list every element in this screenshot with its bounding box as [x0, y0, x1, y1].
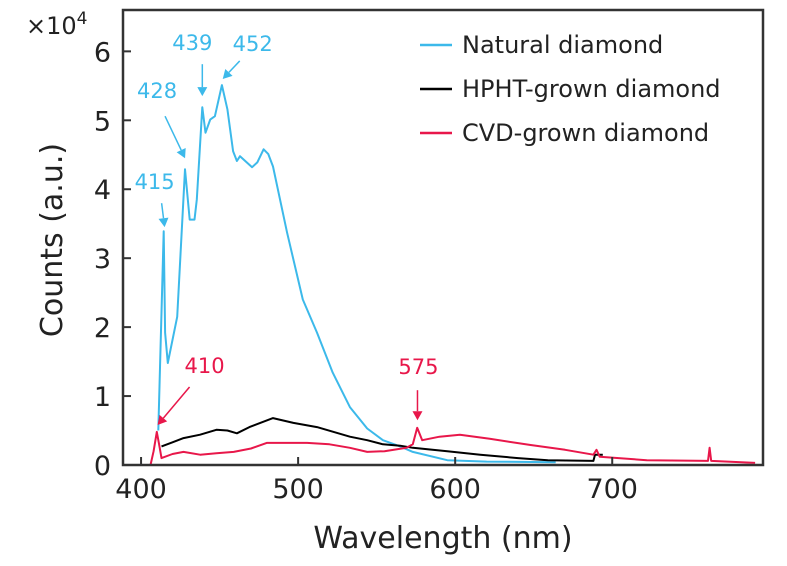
annotation-arrowhead-428 — [176, 147, 186, 159]
plot-frame — [121, 8, 765, 467]
legend-label-1: HPHT-grown diamond — [462, 75, 721, 103]
x-axis-label: Wavelength (nm) — [313, 521, 572, 556]
annotation-arrowhead-410 — [157, 414, 168, 426]
y-tick-label: 4 — [94, 175, 111, 206]
annotation-label-575: 575 — [398, 355, 438, 379]
annotation-arrow-415 — [160, 203, 165, 219]
annotation-arrow-428 — [164, 115, 182, 151]
annotation-arrow-410 — [162, 386, 191, 419]
legend-label-2: CVD-grown diamond — [462, 119, 709, 147]
x-tick-label: 500 — [272, 474, 324, 505]
y-axis-label: Counts (a.u.) — [35, 143, 70, 337]
y-tick-label: 2 — [94, 313, 111, 344]
legend-label-0: Natural diamond — [462, 31, 663, 59]
annotation-arrowhead-439 — [197, 87, 208, 97]
series-line-2 — [123, 426, 756, 466]
x-tick-label: 700 — [586, 474, 638, 505]
annotation-label-452: 452 — [233, 32, 273, 56]
y-tick-label: 3 — [94, 244, 111, 275]
y-tick-label: 6 — [94, 37, 111, 68]
x-tick-label: 600 — [429, 474, 481, 505]
annotation-label-428: 428 — [137, 79, 177, 103]
x-tick-label: 400 — [115, 474, 167, 505]
annotation-arrow-452 — [228, 60, 241, 73]
annotation-arrowhead-415 — [158, 217, 169, 228]
y-tick-label: 1 — [94, 382, 111, 413]
series-line-1 — [161, 417, 603, 462]
y-multiplier: ×104 — [26, 9, 87, 40]
annotation-arrowhead-452 — [222, 68, 233, 79]
series-line-0 — [157, 84, 556, 464]
annotation-label-415: 415 — [135, 170, 175, 194]
y-tick-label: 0 — [94, 451, 111, 482]
y-tick-label: 5 — [94, 106, 111, 137]
annotation-label-410: 410 — [185, 354, 225, 378]
annotation-label-439: 439 — [172, 31, 212, 55]
annotation-arrowhead-575 — [412, 411, 423, 421]
